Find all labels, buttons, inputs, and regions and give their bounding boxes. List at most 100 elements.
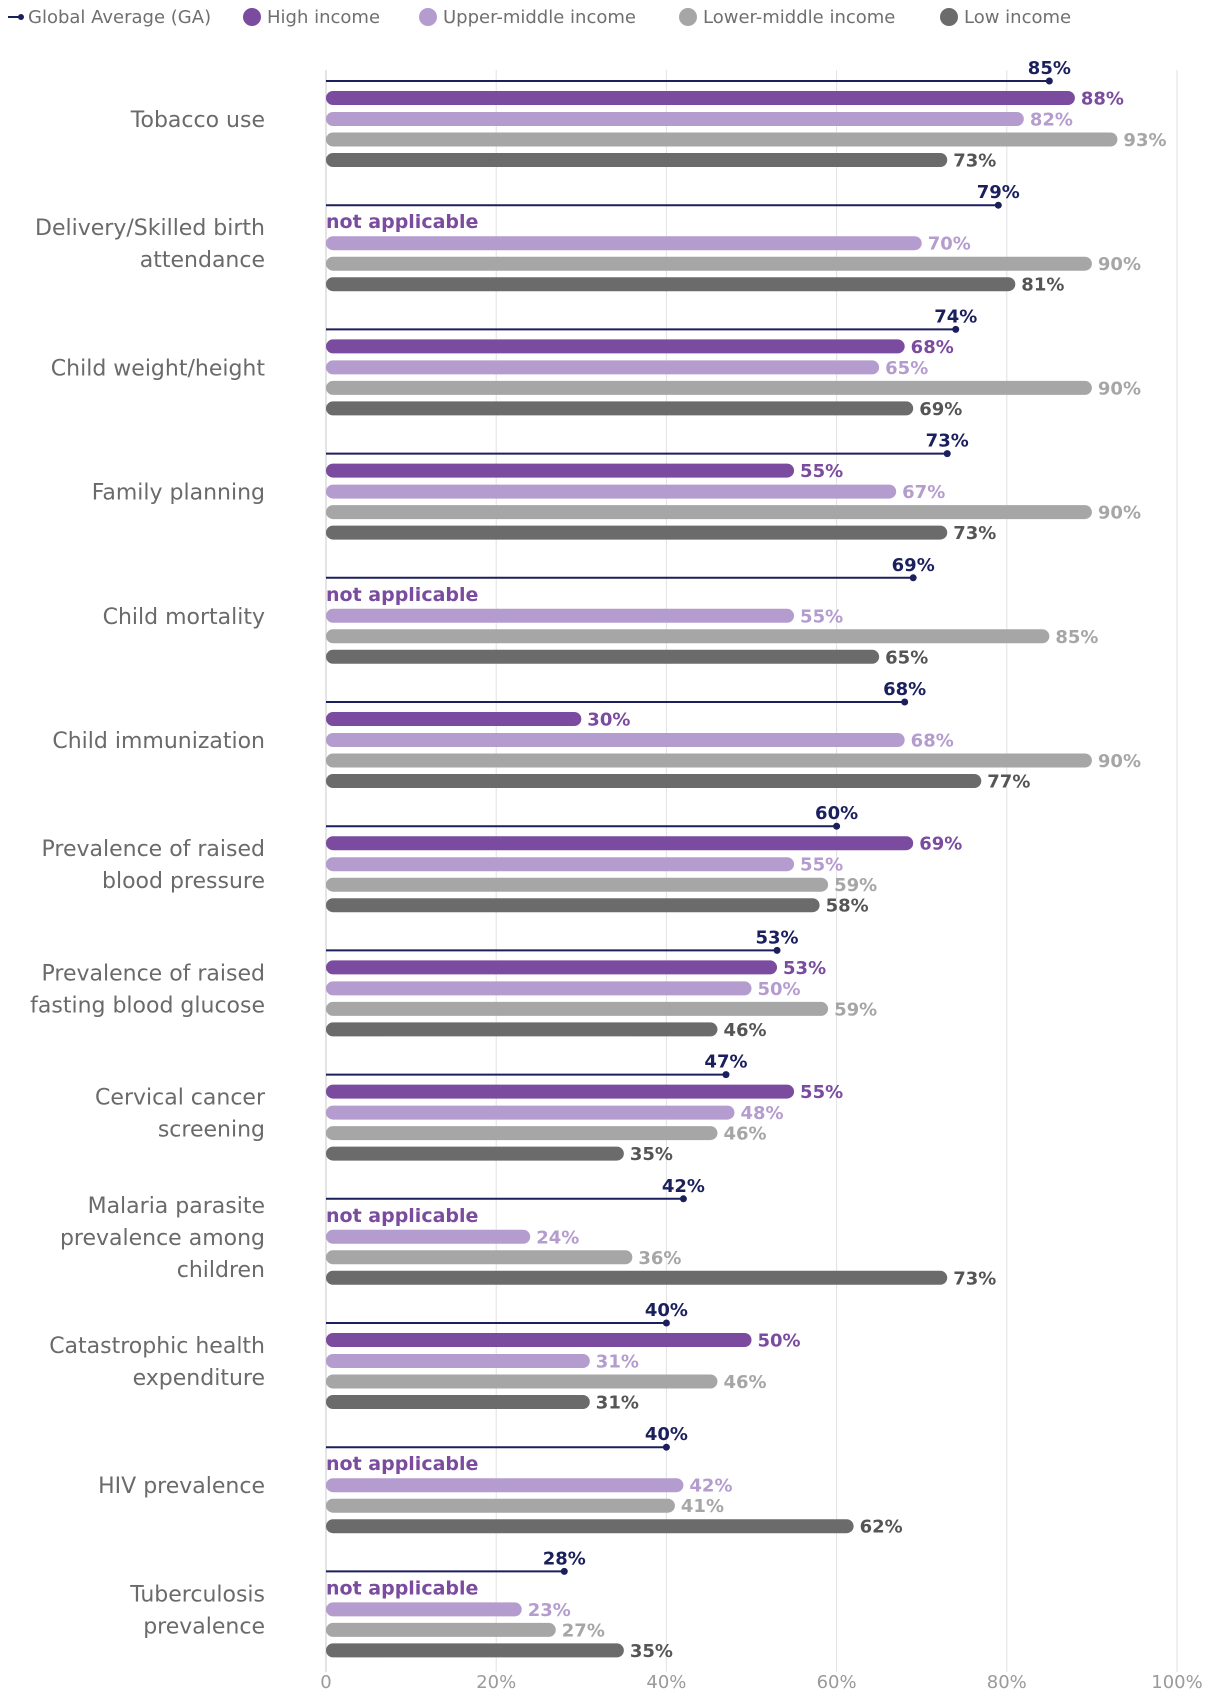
bar-value-label: 67% bbox=[902, 482, 945, 503]
bar-value-label: 69% bbox=[919, 399, 962, 420]
category-label: Family planning bbox=[92, 481, 265, 506]
bar-value-label: 48% bbox=[740, 1103, 783, 1124]
category-label: HIV prevalence bbox=[98, 1474, 265, 1499]
ga-dot bbox=[833, 822, 841, 830]
bar-value-label: 65% bbox=[885, 358, 928, 379]
bar-value-label: 35% bbox=[630, 1144, 673, 1165]
bar-upper-middle-income bbox=[326, 1478, 684, 1493]
bar-low-income bbox=[326, 898, 820, 913]
bar-lower-middle-income bbox=[326, 380, 1092, 395]
bar-value-label: 90% bbox=[1098, 751, 1141, 772]
ga-dot bbox=[1045, 77, 1053, 85]
bar-value-label: 23% bbox=[528, 1600, 571, 1621]
bar-low-income bbox=[326, 649, 880, 664]
category-label: Delivery/Skilled birth attendance bbox=[35, 216, 265, 273]
bar-upper-middle-income bbox=[326, 608, 795, 623]
bar-value-label: 50% bbox=[758, 1331, 801, 1352]
bar-upper-middle-income bbox=[326, 360, 880, 375]
legend-line-global-average bbox=[8, 14, 24, 20]
legend-label-high-income: High income bbox=[267, 6, 381, 28]
bar-value-label: 73% bbox=[953, 1268, 996, 1289]
ga-value-label: 85% bbox=[1028, 58, 1071, 79]
ga-dot bbox=[560, 1567, 568, 1575]
legend-swatch-high-income bbox=[243, 8, 261, 26]
category-label: Malaria parasite prevalence among children bbox=[60, 1194, 265, 1283]
ga-value-label: 68% bbox=[883, 679, 926, 700]
ga-value-label: 40% bbox=[645, 1424, 688, 1445]
bar-low-income bbox=[326, 153, 948, 167]
bar-value-label: 77% bbox=[987, 772, 1030, 793]
bar-upper-middle-income bbox=[326, 733, 905, 747]
not-applicable-label: not applicable bbox=[326, 1205, 478, 1227]
bar-lower-middle-income bbox=[326, 505, 1092, 520]
bar-upper-middle-income bbox=[326, 236, 922, 251]
legend-item-upper-middle-income: Upper-middle income bbox=[419, 4, 636, 30]
bar-value-label: 90% bbox=[1098, 503, 1141, 524]
bar-upper-middle-income bbox=[326, 981, 752, 996]
bar-value-label: 93% bbox=[1123, 130, 1166, 151]
legend-swatch-low-income bbox=[940, 8, 958, 26]
bar-value-label: 35% bbox=[630, 1641, 673, 1662]
ga-dot bbox=[909, 574, 917, 582]
bar-lower-middle-income bbox=[326, 877, 829, 892]
bar-value-label: 73% bbox=[953, 523, 996, 544]
legend-swatch-lower-middle-income bbox=[679, 8, 697, 26]
ga-dot bbox=[994, 201, 1002, 209]
ga-value-label: 40% bbox=[645, 1300, 688, 1321]
x-tick-label: 60% bbox=[817, 1672, 857, 1692]
bar-low-income bbox=[326, 1022, 718, 1037]
bar-low-income bbox=[326, 1395, 590, 1409]
bar-value-label: 42% bbox=[689, 1476, 732, 1497]
x-tick-label: 40% bbox=[646, 1672, 686, 1692]
bar-upper-middle-income bbox=[326, 857, 795, 872]
category-label: Cervical cancer screening bbox=[95, 1086, 266, 1143]
bar-upper-middle-income bbox=[326, 1229, 531, 1244]
x-tick-label: 20% bbox=[476, 1672, 516, 1692]
bar-value-label: 58% bbox=[826, 896, 869, 917]
bar-low-income bbox=[326, 1270, 948, 1285]
bar-upper-middle-income bbox=[326, 1354, 590, 1368]
legend-label-global-average: Global Average (GA) bbox=[28, 6, 212, 28]
bar-low-income bbox=[326, 774, 982, 788]
bar-lower-middle-income bbox=[326, 256, 1092, 271]
bar-value-label: 59% bbox=[834, 999, 877, 1020]
legend-label-low-income: Low income bbox=[964, 6, 1072, 28]
bar-high-income bbox=[326, 712, 582, 726]
bar-lower-middle-income bbox=[326, 1498, 675, 1513]
bar-value-label: 90% bbox=[1098, 254, 1141, 275]
ga-value-label: 74% bbox=[934, 306, 977, 327]
category-label: Child mortality bbox=[103, 605, 265, 630]
ga-value-label: 47% bbox=[704, 1052, 747, 1073]
bar-value-label: 36% bbox=[638, 1248, 681, 1269]
bar-value-label: 53% bbox=[783, 958, 826, 979]
bar-lower-middle-income bbox=[326, 132, 1118, 147]
bar-lower-middle-income bbox=[326, 1622, 556, 1637]
legend-swatch-upper-middle-income bbox=[419, 8, 437, 26]
category-label: Tuberculosis prevalence bbox=[129, 1582, 265, 1639]
bar-value-label: 59% bbox=[834, 875, 877, 896]
bar-upper-middle-income bbox=[326, 1105, 735, 1120]
bar-lower-middle-income bbox=[326, 1250, 633, 1265]
category-label: Child weight/height bbox=[51, 356, 266, 381]
bar-value-label: 82% bbox=[1030, 110, 1073, 131]
bar-value-label: 31% bbox=[596, 1352, 639, 1373]
bar-lower-middle-income bbox=[326, 753, 1092, 768]
bar-high-income bbox=[326, 1084, 795, 1099]
bar-value-label: 46% bbox=[723, 1020, 766, 1041]
bar-low-income bbox=[326, 525, 948, 540]
ga-dot bbox=[943, 450, 951, 458]
bar-lower-middle-income bbox=[326, 1374, 718, 1389]
bar-value-label: 55% bbox=[800, 855, 843, 876]
ga-value-label: 28% bbox=[543, 1548, 586, 1569]
bar-value-label: 88% bbox=[1081, 89, 1124, 110]
bar-value-label: 69% bbox=[919, 834, 962, 855]
bar-value-label: 65% bbox=[885, 647, 928, 668]
bar-value-label: 27% bbox=[562, 1620, 605, 1641]
bar-high-income bbox=[326, 463, 795, 478]
ga-dot bbox=[901, 698, 909, 706]
x-tick-label: 80% bbox=[987, 1672, 1027, 1692]
legend-label-upper-middle-income: Upper-middle income bbox=[443, 6, 636, 28]
ga-value-label: 53% bbox=[755, 927, 798, 948]
bar-value-label: 31% bbox=[596, 1393, 639, 1414]
ga-dot bbox=[722, 1071, 730, 1079]
